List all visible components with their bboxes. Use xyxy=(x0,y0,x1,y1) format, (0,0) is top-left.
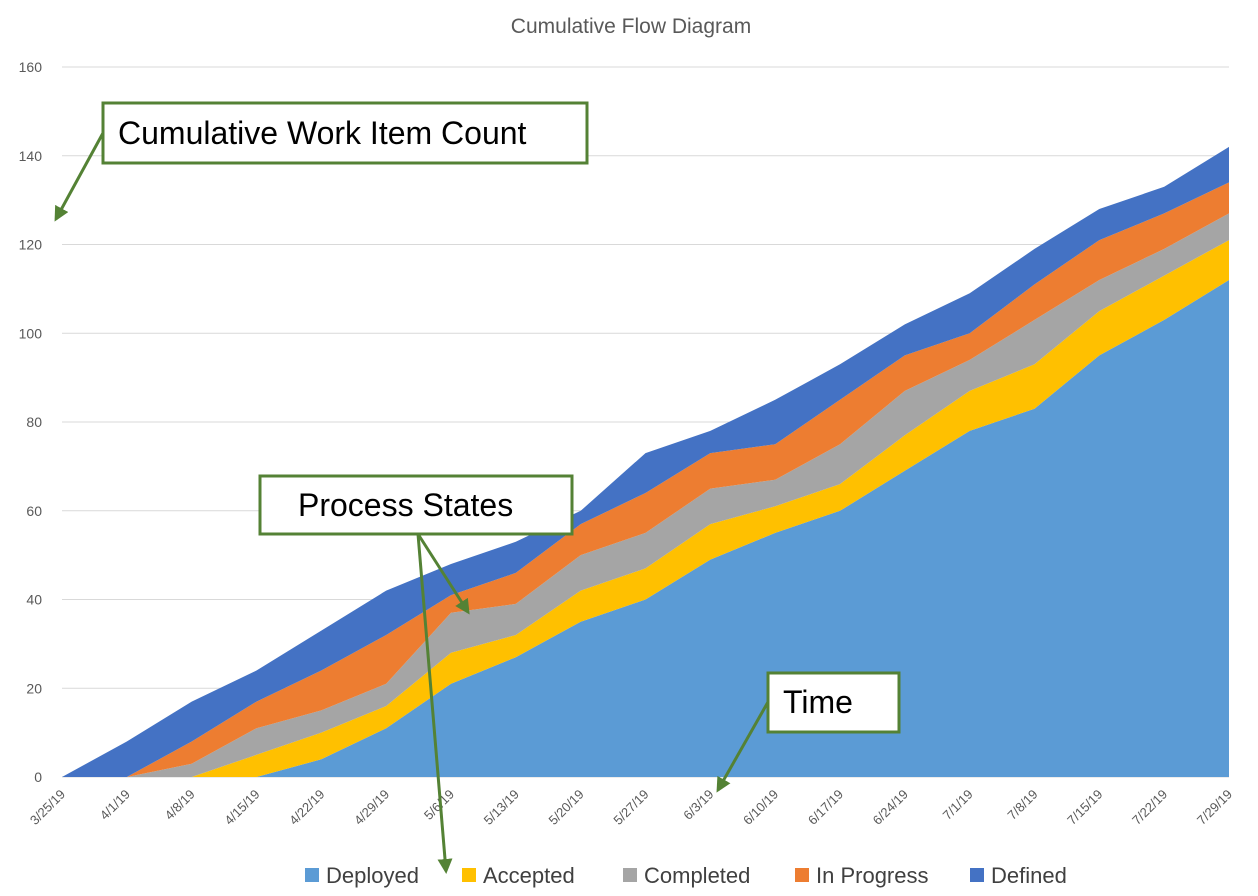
y-tick-label: 140 xyxy=(19,148,43,164)
x-tick-label: 4/1/19 xyxy=(97,787,133,823)
y-tick-label: 80 xyxy=(26,414,42,430)
callout-time-text: Time xyxy=(783,684,853,720)
series-area-deployed xyxy=(62,280,1229,777)
x-tick-label: 5/20/19 xyxy=(546,787,587,828)
callout-time-arrow xyxy=(716,701,770,793)
x-tick-label: 6/3/19 xyxy=(680,787,716,823)
callout-time: Time xyxy=(716,671,901,793)
callout-time-box xyxy=(766,671,901,734)
x-tick-label: 7/15/19 xyxy=(1064,787,1105,828)
legend-label: Defined xyxy=(991,863,1067,888)
legend: Deployed Accepted Completed In Progress Defi… xyxy=(305,863,1067,888)
x-tick-label: 4/15/19 xyxy=(221,787,262,828)
callout-cumulative: Cumulative Work Item Count xyxy=(54,101,589,222)
legend-swatch xyxy=(970,868,984,882)
callout-states: Process States xyxy=(258,474,574,874)
callout-cumulative-text: Cumulative Work Item Count xyxy=(118,115,527,151)
x-tick-label: 7/29/19 xyxy=(1194,787,1235,828)
stacked-areas xyxy=(62,146,1229,778)
legend-label: Completed xyxy=(644,863,750,888)
x-tick-label: 5/27/19 xyxy=(610,787,651,828)
legend-label: In Progress xyxy=(816,863,929,888)
legend-swatch xyxy=(623,868,637,882)
callout-cumulative-box xyxy=(101,101,589,165)
x-tick-label: 6/10/19 xyxy=(740,787,781,828)
y-tick-label: 100 xyxy=(19,325,43,341)
x-tick-label: 6/24/19 xyxy=(870,787,911,828)
x-tick-label: 6/17/19 xyxy=(805,787,846,828)
legend-swatch xyxy=(795,868,809,882)
x-tick-label: 3/25/19 xyxy=(27,787,68,828)
x-tick-label: 4/22/19 xyxy=(286,787,327,828)
y-tick-label: 40 xyxy=(26,592,42,608)
y-axis-ticks: 0 20 40 60 80 100 120 140 160 xyxy=(19,59,43,785)
series-area-defined xyxy=(62,146,1229,777)
x-axis-ticks: 3/25/19 4/1/19 4/8/19 4/15/19 4/22/19 4/29/19… xyxy=(27,787,1235,828)
legend-swatch xyxy=(305,868,319,882)
series-area-in-progress xyxy=(62,182,1229,777)
chart-title: Cumulative Flow Diagram xyxy=(511,15,751,38)
x-tick-label: 7/22/19 xyxy=(1129,787,1170,828)
y-tick-label: 120 xyxy=(19,237,43,253)
x-tick-label: 5/13/19 xyxy=(481,787,522,828)
callout-states-text: Process States xyxy=(298,487,513,523)
legend-label: Deployed xyxy=(326,863,419,888)
callout-states-arrow-2 xyxy=(416,533,453,874)
legend-label: Accepted xyxy=(483,863,575,888)
x-tick-label: 7/8/19 xyxy=(1004,787,1040,823)
x-tick-label: 4/29/19 xyxy=(351,787,392,828)
legend-swatch xyxy=(462,868,476,882)
callout-states-box xyxy=(258,474,574,536)
y-tick-label: 160 xyxy=(19,59,43,75)
y-tick-label: 20 xyxy=(26,680,42,696)
callout-states-arrow-1 xyxy=(416,533,470,615)
x-tick-label: 7/1/19 xyxy=(940,787,976,823)
callout-cumulative-arrow xyxy=(54,132,105,222)
y-tick-label: 60 xyxy=(26,503,42,519)
x-tick-label: 4/8/19 xyxy=(162,787,198,823)
y-tick-label: 0 xyxy=(34,769,42,785)
